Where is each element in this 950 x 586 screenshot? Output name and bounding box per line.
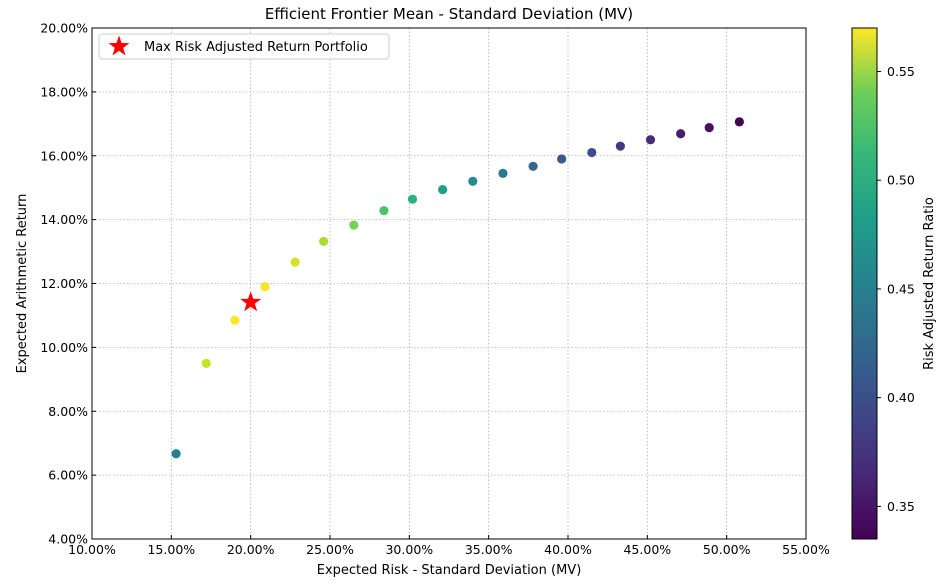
legend: Max Risk Adjusted Return Portfolio [98, 33, 390, 60]
frontier-point [290, 257, 300, 267]
frontier-point [734, 117, 744, 127]
y-tick-label: 20.00% [40, 21, 88, 36]
y-axis: 4.00% 6.00% 8.00% 10.00% 12.00% 14.00% 16.00% 1… [40, 21, 96, 547]
colorbar-tick-label: 0.55 [887, 64, 915, 79]
legend-box [98, 33, 390, 60]
frontier-point [557, 154, 567, 164]
y-tick-label: 16.00% [40, 148, 88, 163]
colorbar-gradient [851, 27, 878, 540]
legend-star-marker [108, 35, 130, 56]
x-tick-label: 50.00% [703, 542, 751, 557]
frontier-point [468, 176, 478, 186]
frontier-point [319, 236, 329, 246]
frontier-point [498, 168, 508, 178]
x-tick-label: 45.00% [623, 542, 671, 557]
frontier-point [171, 449, 181, 459]
y-tick-label: 6.00% [48, 468, 88, 483]
chart-title: Efficient Frontier Mean - Standard Devia… [265, 5, 633, 23]
colorbar-tick-label: 0.40 [887, 390, 915, 405]
y-tick-label: 12.00% [40, 276, 88, 291]
x-tick-label: 30.00% [385, 542, 433, 557]
max-ratio-star-marker [240, 291, 262, 312]
colorbar-tick-label: 0.45 [887, 281, 915, 296]
y-axis-title: Expected Arithmetic Return [15, 194, 30, 374]
y-tick-label: 14.00% [40, 212, 88, 227]
colorbar-title: Risk Adjusted Return Ratio [922, 197, 937, 370]
colorbar: 0.35 0.40 0.45 0.50 0.55 Risk Adjusted Retur… [851, 27, 937, 540]
x-axis-title: Expected Risk - Standard Deviation (MV) [317, 563, 582, 578]
frontier-point [379, 206, 389, 216]
frontier-point [349, 220, 359, 230]
y-tick-label: 4.00% [48, 532, 88, 547]
y-tick-label: 8.00% [48, 404, 88, 419]
x-tick-label: 40.00% [544, 542, 592, 557]
frontier-point [230, 315, 240, 325]
legend-label: Max Risk Adjusted Return Portfolio [144, 40, 368, 55]
frontier-point [438, 185, 448, 195]
x-tick-label: 55.00% [782, 542, 830, 557]
grid-lines [91, 27, 807, 540]
y-tick-label: 10.00% [40, 340, 88, 355]
data-points [171, 117, 744, 459]
frontier-point [615, 141, 625, 151]
frontier-point [676, 129, 686, 139]
frontier-point [260, 282, 270, 292]
x-tick-label: 35.00% [465, 542, 513, 557]
frontier-point [407, 194, 418, 204]
x-tick-label: 15.00% [147, 542, 195, 557]
y-tick-label: 18.00% [40, 84, 88, 99]
colorbar-tick-label: 0.50 [887, 173, 915, 188]
x-tick-label: 20.00% [227, 542, 275, 557]
x-axis: 10.00% 15.00% 20.00% 25.00% 30.00% 35.00% 40.0… [68, 535, 830, 557]
x-tick-label: 25.00% [306, 542, 354, 557]
frontier-point [528, 161, 538, 171]
colorbar-tick-label: 0.35 [887, 499, 915, 514]
x-tick-label: 10.00% [68, 542, 116, 557]
frontier-point [704, 123, 714, 133]
colorbar-ticks: 0.35 0.40 0.45 0.50 0.55 [877, 64, 915, 514]
frontier-point [645, 135, 656, 145]
frontier-point [201, 358, 211, 368]
frontier-point [587, 147, 597, 158]
